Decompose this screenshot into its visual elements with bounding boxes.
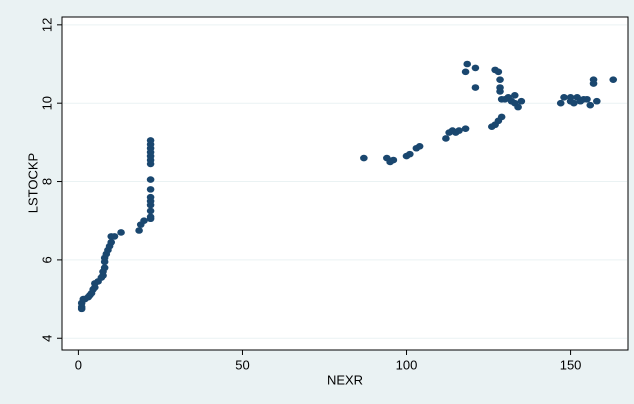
point	[146, 193, 155, 201]
point	[140, 217, 148, 225]
point	[583, 95, 591, 103]
point	[494, 68, 503, 76]
point	[586, 101, 595, 109]
point	[146, 207, 155, 215]
point	[471, 84, 480, 91]
point	[107, 238, 116, 246]
x-tick-label: 150	[560, 357, 582, 372]
y-tick-label: 8	[39, 178, 54, 185]
point	[471, 64, 480, 72]
point	[110, 233, 119, 240]
point	[100, 264, 109, 272]
point	[406, 150, 414, 158]
point	[496, 76, 504, 83]
point	[117, 229, 125, 236]
point	[496, 88, 504, 95]
point	[609, 76, 618, 83]
point	[389, 156, 398, 164]
y-tick-label: 6	[39, 256, 54, 263]
y-tick-label: 10	[39, 96, 54, 110]
point	[497, 113, 506, 121]
point	[442, 135, 450, 142]
point	[135, 227, 143, 234]
point	[560, 94, 568, 101]
point	[514, 103, 522, 111]
point	[556, 99, 565, 107]
point	[463, 60, 472, 68]
x-axis-title: NEXR	[327, 372, 363, 387]
x-tick-label: 0	[75, 357, 82, 372]
point	[570, 99, 578, 107]
y-tick-label: 12	[39, 18, 54, 32]
x-tick-label: 50	[235, 357, 249, 372]
y-axis-title: LSTOCKP	[25, 153, 40, 213]
point	[461, 125, 470, 132]
point	[415, 142, 424, 150]
point	[566, 94, 575, 101]
point	[146, 186, 155, 193]
point	[589, 76, 598, 83]
point	[146, 137, 155, 144]
point	[593, 97, 601, 105]
point	[517, 97, 526, 105]
point	[455, 127, 463, 134]
point	[146, 213, 155, 221]
point	[511, 92, 519, 99]
point	[146, 176, 155, 183]
plot-area	[61, 16, 629, 351]
point	[360, 154, 368, 162]
y-tick-label: 4	[39, 335, 54, 342]
point	[461, 68, 470, 76]
x-tick-label: 100	[396, 357, 418, 372]
